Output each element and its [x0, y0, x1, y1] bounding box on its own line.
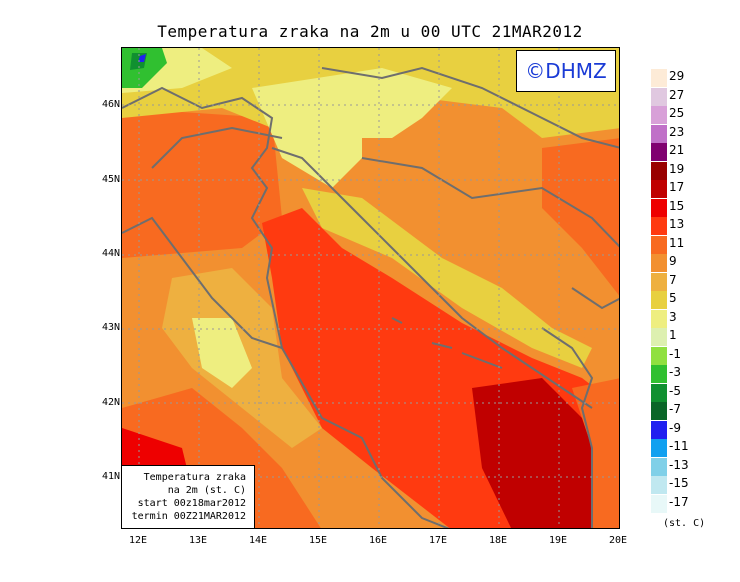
lat-label-41n: 41N: [101, 471, 120, 482]
legend-label: 5: [669, 291, 677, 305]
legend-swatch: [651, 402, 667, 420]
legend-label: 15: [669, 198, 685, 213]
legend-label: 17: [669, 180, 685, 194]
lat-label-45n: 45N: [101, 174, 120, 185]
legend-swatch: [651, 180, 667, 198]
lon-label-16e: 16E: [368, 535, 388, 546]
lon-label-14e: 14E: [248, 535, 268, 546]
legend-label: -1: [669, 346, 681, 361]
lon-label-13e: 13E: [188, 535, 208, 546]
italy-region: [122, 108, 282, 258]
lon-label-17e: 17E: [428, 535, 448, 546]
legend-swatch: [651, 328, 667, 346]
info-line-3: start 00z18mar2012: [137, 498, 246, 509]
south-adriatic: [472, 378, 592, 528]
legend-swatch: [651, 476, 667, 494]
lat-label-43n: 43N: [101, 322, 120, 333]
legend-label: -5: [669, 383, 681, 398]
legend-label: -3: [669, 365, 681, 379]
legend-label: 29: [669, 69, 685, 83]
legend-label: -17: [669, 494, 689, 509]
legend-label: 19: [669, 161, 685, 176]
legend-swatch: [651, 69, 667, 87]
legend-swatch: [651, 494, 667, 513]
legend-label: 7: [669, 272, 677, 287]
lon-label-19e: 19E: [548, 535, 568, 546]
legend-swatch: [651, 198, 667, 217]
legend-swatch: [651, 291, 667, 309]
east-area: [542, 138, 619, 296]
lon-label-20e: 20E: [608, 535, 628, 546]
lat-label-46n: 46N: [101, 99, 120, 110]
map-svg: [122, 48, 619, 528]
legend-swatch: [651, 161, 667, 180]
legend-swatch: [651, 309, 667, 328]
legend-label: 3: [669, 309, 677, 324]
lon-label-15e: 15E: [308, 535, 328, 546]
legend-swatch: [651, 124, 667, 143]
temperature-map: [121, 47, 620, 529]
graticule: [122, 48, 619, 528]
legend-label: 13: [669, 217, 685, 231]
legend-swatch: [651, 235, 667, 254]
legend-label: 9: [669, 254, 677, 268]
legend-swatch: [651, 272, 667, 291]
apennine-area: [192, 318, 252, 388]
legend-swatch: [651, 365, 667, 383]
lat-label-42n: 42N: [101, 397, 120, 408]
legend-label: -13: [669, 457, 689, 472]
lon-label-12e: 12E: [128, 535, 148, 546]
legend-label: -11: [669, 439, 689, 453]
lat-label-44n: 44N: [101, 248, 120, 259]
legend-label: -7: [669, 402, 681, 416]
legend-swatch: [651, 87, 667, 106]
legend-units: (st. C): [663, 518, 706, 529]
info-line-2: na 2m (st. C): [167, 485, 246, 496]
info-line-1: Temperatura zraka: [143, 472, 246, 483]
legend-label: 27: [669, 87, 685, 102]
info-box: Temperatura zraka na 2m (st. C) start 00…: [121, 465, 255, 529]
legend-label: 23: [669, 124, 685, 139]
lon-label-18e: 18E: [488, 535, 508, 546]
legend-swatch: [651, 106, 667, 124]
legend-swatch: [651, 254, 667, 272]
legend-label: 25: [669, 106, 685, 120]
legend-label: 1: [669, 328, 677, 342]
dinaric-band: [302, 188, 592, 368]
legend-swatch: [651, 383, 667, 402]
dhmz-logo: ©DHMZ: [516, 50, 616, 92]
legend-label: -9: [669, 420, 681, 435]
legend-swatch: [651, 143, 667, 161]
legend-swatch: [651, 346, 667, 365]
legend-label: 21: [669, 143, 685, 157]
legend-label: 11: [669, 235, 685, 250]
cold-spot-coldest: [138, 54, 146, 62]
legend-swatch: [651, 439, 667, 457]
legend-label: -15: [669, 476, 689, 490]
legend-swatch: [651, 420, 667, 439]
info-line-4: termin 00Z21MAR2012: [131, 511, 246, 522]
legend-swatch: [651, 457, 667, 476]
map-title: Temperatura zraka na 2m u 00 UTC 21MAR20…: [157, 22, 583, 41]
coastlines: [122, 66, 619, 528]
legend-swatch: [651, 217, 667, 235]
